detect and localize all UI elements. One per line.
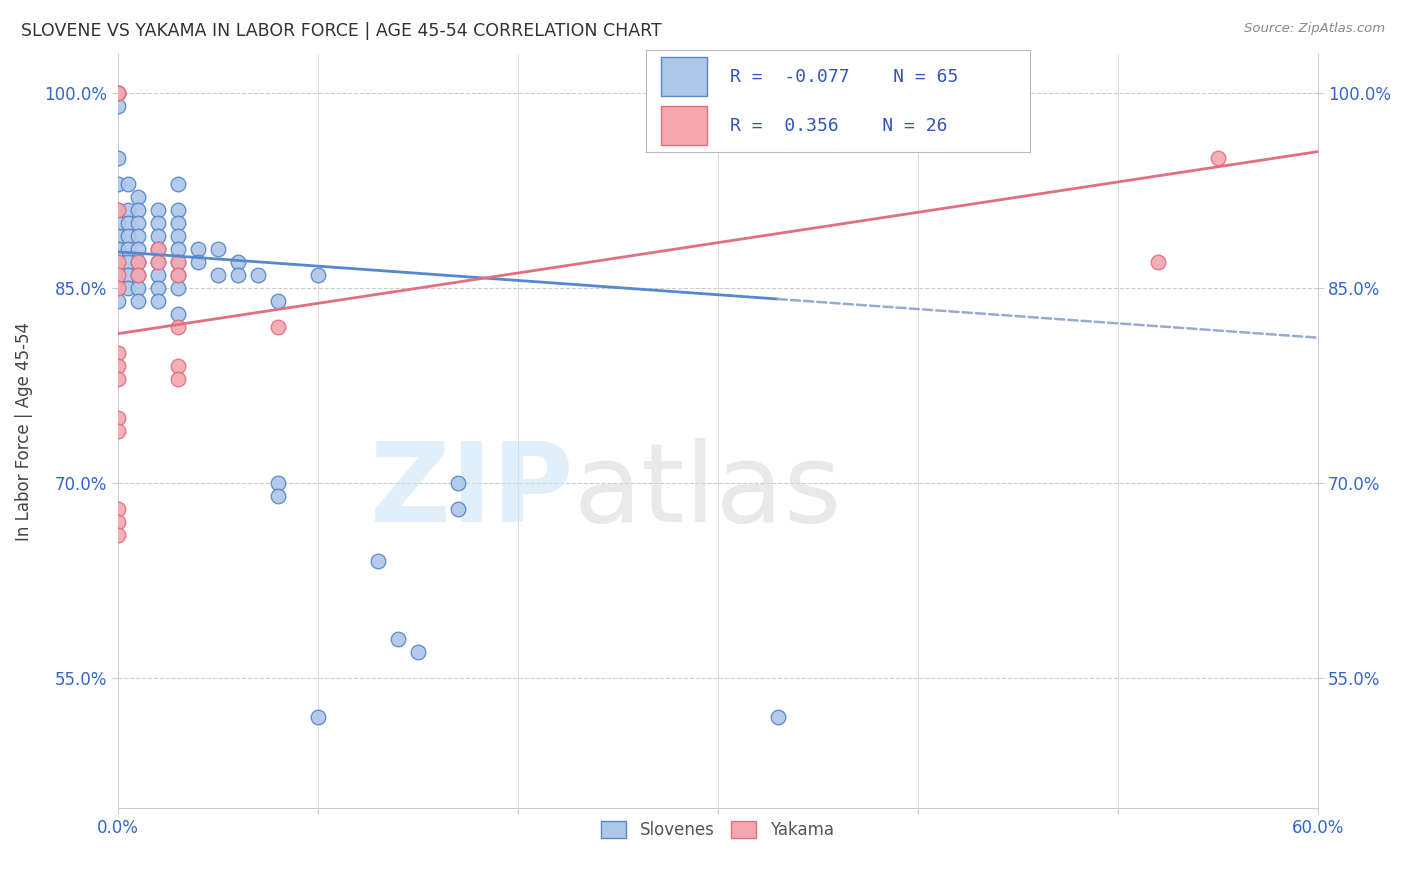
Point [107,177,129,191]
Point [166,268,188,283]
Point [166,372,188,386]
Point [107,242,129,256]
Point [146,229,169,244]
Point [166,268,188,283]
Text: SLOVENE VS YAKAMA IN LABOR FORCE | AGE 45-54 CORRELATION CHART: SLOVENE VS YAKAMA IN LABOR FORCE | AGE 4… [21,22,662,40]
Point [146,216,169,230]
Text: Source: ZipAtlas.com: Source: ZipAtlas.com [1244,22,1385,36]
Point [107,86,129,100]
Point [166,229,188,244]
Point [166,255,188,269]
Point [127,268,149,283]
Point [117,229,139,244]
Point [127,229,149,244]
Point [127,294,149,309]
Point [166,359,188,374]
Point [117,242,139,256]
Point [146,203,169,218]
Point [107,255,129,269]
Point [107,99,129,113]
Point [406,645,429,659]
Point [117,203,139,218]
Point [166,281,188,295]
Point [766,710,789,724]
Point [107,528,129,542]
Point [117,281,139,295]
Point [107,216,129,230]
Point [127,242,149,256]
Text: ZIP: ZIP [370,438,574,545]
Point [186,242,208,256]
Point [127,268,149,283]
Point [387,632,409,647]
Point [166,307,188,321]
Point [127,190,149,204]
Point [307,710,329,724]
Point [107,516,129,530]
Point [107,86,129,100]
Point [146,255,169,269]
Point [107,502,129,516]
Point [207,268,229,283]
Point [446,476,468,491]
Point [107,203,129,218]
Point [166,216,188,230]
Point [127,203,149,218]
Point [1206,151,1229,165]
Point [107,268,129,283]
Point [166,177,188,191]
Point [107,294,129,309]
Point [107,281,129,295]
Point [107,255,129,269]
Point [226,255,249,269]
Text: atlas: atlas [574,438,842,545]
Point [1146,255,1168,269]
Point [146,242,169,256]
Point [146,268,169,283]
Point [146,294,169,309]
Point [246,268,269,283]
Point [367,554,389,568]
Point [107,359,129,374]
Point [127,216,149,230]
Point [117,255,139,269]
Point [307,268,329,283]
Point [107,346,129,360]
Point [186,255,208,269]
Point [107,229,129,244]
Point [266,489,288,503]
Point [166,255,188,269]
Point [107,86,129,100]
Point [117,268,139,283]
Point [127,281,149,295]
Point [107,372,129,386]
Point [107,86,129,100]
Y-axis label: In Labor Force | Age 45-54: In Labor Force | Age 45-54 [15,322,32,541]
Point [127,255,149,269]
Point [166,242,188,256]
Point [127,255,149,269]
Point [107,424,129,438]
Point [146,255,169,269]
Point [107,151,129,165]
Point [107,411,129,425]
Point [207,242,229,256]
Point [146,281,169,295]
Point [266,294,288,309]
Point [146,242,169,256]
Point [117,216,139,230]
Point [166,203,188,218]
Point [107,203,129,218]
Point [226,268,249,283]
Legend: Slovenes, Yakama: Slovenes, Yakama [595,814,841,846]
Point [266,320,288,334]
Point [107,281,129,295]
Point [117,177,139,191]
Point [107,268,129,283]
Point [266,476,288,491]
Point [446,502,468,516]
Point [166,320,188,334]
